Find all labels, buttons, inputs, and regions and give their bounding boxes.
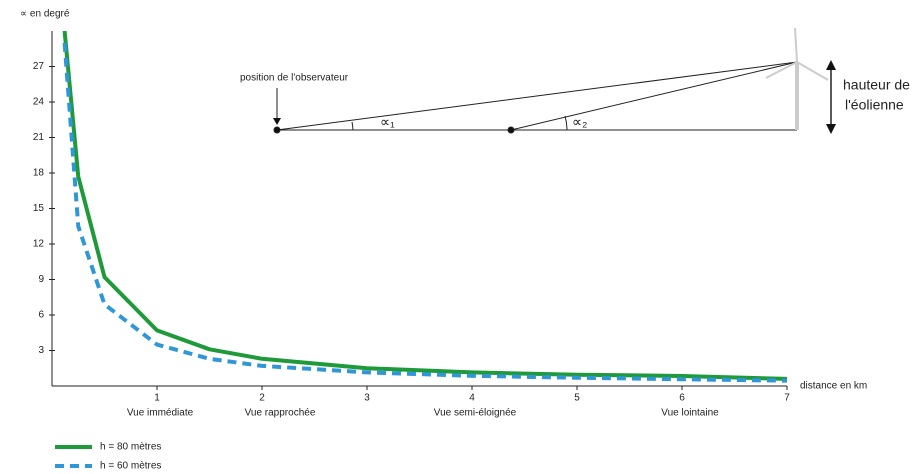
y-tick-label: 3 xyxy=(38,345,44,356)
x-tick-label: 6 xyxy=(679,393,685,404)
legend-label: h = 60 mètres xyxy=(100,461,161,472)
height-label: l'éolienne xyxy=(845,97,904,113)
x-tick-label: 7 xyxy=(784,393,790,404)
y-tick-label: 18 xyxy=(33,168,45,179)
alpha1-label: ∝₁ xyxy=(380,114,395,130)
y-tick-label: 9 xyxy=(38,274,44,285)
x-tick-label: 4 xyxy=(469,393,475,404)
zone-label: Vue immédiate xyxy=(127,408,194,419)
y-tick-label: 6 xyxy=(38,310,44,321)
y-axis-label: ∝ en degré xyxy=(20,9,70,20)
chart: ∝ en degré distance en km position de l'… xyxy=(0,0,921,474)
y-tick-label: 27 xyxy=(33,61,45,72)
alpha2-label: ∝₂ xyxy=(572,114,587,130)
y-tick-label: 12 xyxy=(33,239,45,250)
y-tick-label: 24 xyxy=(33,97,45,108)
data-line xyxy=(65,43,787,381)
x-axis-label: distance en km xyxy=(800,381,867,392)
legend-label: h = 80 mètres xyxy=(100,442,161,453)
diagram xyxy=(273,28,836,134)
zone-label: Vue lointaine xyxy=(661,408,719,419)
y-tick-label: 21 xyxy=(33,132,45,143)
height-label: hauteur de xyxy=(843,77,910,93)
data-line xyxy=(65,31,787,379)
x-tick-label: 2 xyxy=(259,393,265,404)
x-tick-label: 5 xyxy=(574,393,580,404)
zone-label: Vue semi-éloignée xyxy=(434,408,517,419)
zone-label: Vue rapprochée xyxy=(245,408,316,419)
x-tick-label: 3 xyxy=(364,393,370,404)
observer-label: position de l'observateur xyxy=(240,73,349,84)
y-tick-label: 15 xyxy=(33,203,45,214)
x-tick-label: 1 xyxy=(154,393,160,404)
